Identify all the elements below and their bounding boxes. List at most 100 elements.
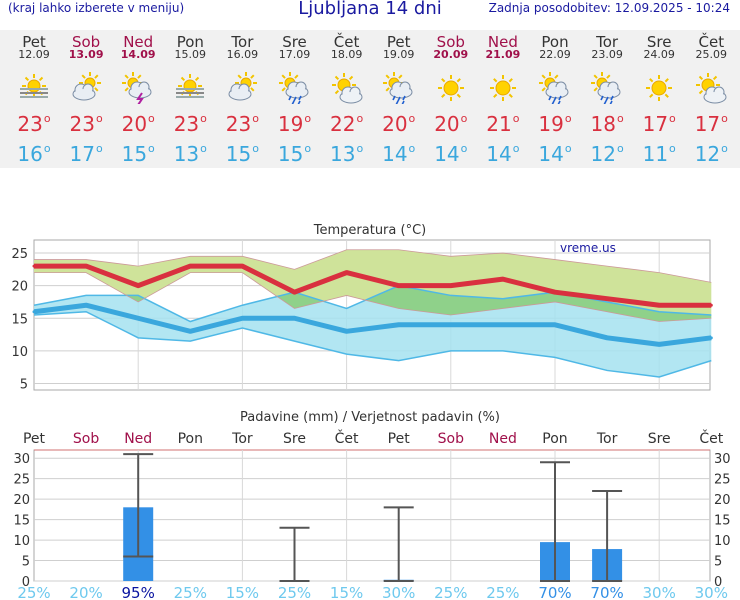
x-tick-label: Pet — [23, 431, 46, 447]
rain-sun-icon — [382, 72, 413, 104]
min-temperature: 12o — [694, 142, 728, 166]
y-tick-label: 15 — [13, 514, 30, 529]
min-temperature-point — [657, 342, 661, 346]
day-name: Sre — [646, 33, 672, 51]
sun-icon — [646, 75, 673, 101]
max-temperature: 19o — [277, 112, 312, 136]
y-tick-label: 0 — [714, 575, 722, 590]
fog-sun-icon — [176, 74, 205, 98]
max-temperature: 23o — [173, 112, 207, 136]
min-temperature: 14o — [538, 142, 572, 166]
day-name: Sre — [282, 33, 307, 51]
day-date: 19.09 — [382, 48, 415, 61]
min-temperature: 15o — [121, 142, 155, 166]
precipitation-probability-label: 25% — [174, 584, 207, 600]
day-name: Pet — [22, 33, 46, 51]
day-name: Sob — [436, 33, 465, 51]
y-tick-label: 5 — [714, 555, 722, 570]
min-range-edge — [33, 310, 712, 378]
y-tick-label: 10 — [714, 534, 731, 549]
max-temperature: 17o — [642, 112, 676, 136]
max-temperature-point — [345, 271, 349, 275]
min-temperature-point — [397, 323, 401, 327]
min-temperature-point — [293, 316, 296, 320]
min-temperature-point — [136, 316, 140, 320]
y-tick-label: 20 — [714, 493, 731, 508]
max-temperature-point — [397, 284, 401, 288]
max-temperature: 21o — [486, 112, 520, 136]
min-temperature-range — [34, 285, 712, 377]
max-temperature: 23o — [17, 112, 51, 136]
precipitation-probability-label: 30% — [382, 584, 415, 600]
precipitation-probability-label: 30% — [695, 584, 728, 600]
min-temperature-point — [605, 336, 609, 340]
min-range-edge — [33, 284, 712, 323]
thunderstorm-sun-icon — [122, 72, 152, 104]
day-name: Čet — [333, 33, 360, 51]
day-date: 25.09 — [695, 48, 728, 61]
max-temperature-point — [605, 297, 609, 301]
x-tick-label: Ned — [124, 431, 152, 447]
rain-sun-icon — [591, 72, 621, 104]
min-temperature-line — [33, 302, 712, 347]
partly-cloudy-icon — [72, 72, 102, 101]
location-hint[interactable]: (kraj lahko izberete v meniju) — [8, 1, 185, 15]
min-temperature: 14o — [434, 142, 468, 166]
x-tick-label: Pet — [388, 431, 411, 447]
min-temperature-point — [553, 323, 557, 327]
day-name: Tor — [596, 33, 619, 51]
chart-title: Padavine (mm) / Verjetnost padavin (%) — [240, 410, 500, 425]
sun-cloud-icon — [331, 73, 363, 104]
max-temperature-point — [136, 284, 140, 288]
min-temperature-point — [501, 323, 505, 327]
day-name: Pon — [176, 33, 204, 51]
precipitation-probability-label: 15% — [330, 584, 363, 600]
max-temperature-line — [34, 263, 712, 308]
day-date: 15.09 — [174, 48, 207, 61]
min-temperature: 13o — [330, 142, 364, 166]
day-name: Pon — [541, 33, 569, 51]
precipitation-probability-label: 15% — [226, 584, 259, 600]
day-date: 24.09 — [643, 48, 675, 61]
x-tick-label: Ned — [489, 431, 517, 447]
y-tick-label: 20 — [13, 493, 30, 508]
day-date: 18.09 — [330, 48, 363, 61]
x-tick-label: Pon — [542, 431, 567, 447]
y-tick-label: 20 — [11, 280, 28, 295]
fog-sun-icon — [20, 74, 48, 98]
sun-icon — [437, 75, 464, 101]
last-updated: Zadnja posodobitev: 12.09.2025 - 10:24 — [488, 1, 730, 15]
max-temperature: 19o — [538, 112, 572, 136]
precipitation-chart: Padavine (mm) / Verjetnost padavin (%) Pe… — [13, 410, 731, 600]
max-temperature: 23o — [225, 112, 259, 136]
x-tick-label: Pon — [178, 431, 203, 447]
day-date: 12.09 — [18, 48, 50, 61]
x-tick-label: Sob — [438, 431, 464, 447]
precipitation-probability-label: 20% — [69, 584, 102, 600]
rain-sun-icon — [539, 72, 569, 104]
max-temperature-point — [553, 290, 557, 294]
max-temperature: 22o — [330, 112, 364, 136]
min-temperature: 13o — [173, 142, 207, 166]
min-temperature-point — [240, 316, 244, 320]
max-temperature: 23o — [69, 112, 103, 136]
precipitation-probability-label: 30% — [643, 584, 676, 600]
max-temperature: 17o — [694, 112, 728, 136]
watermark: vreme.us — [560, 241, 616, 255]
day-name: Sob — [71, 33, 101, 51]
precipitation-probability-label: 95% — [122, 584, 155, 600]
max-temperature-point — [293, 290, 296, 294]
y-tick-label: 30 — [714, 452, 731, 467]
day-name: Tor — [231, 33, 254, 51]
y-tick-label: 25 — [11, 247, 28, 262]
day-date: 20.09 — [433, 48, 469, 61]
min-temperature-point — [84, 303, 88, 307]
y-tick-label: 25 — [13, 473, 30, 488]
y-tick-label: 30 — [13, 452, 30, 467]
y-tick-label: 15 — [714, 514, 731, 529]
precipitation-probability-label: 25% — [486, 584, 519, 600]
min-temperature: 14o — [486, 142, 520, 166]
min-temperature: 15o — [225, 142, 259, 166]
rain-sun-icon — [278, 72, 308, 104]
min-temperature: 16o — [17, 142, 51, 166]
